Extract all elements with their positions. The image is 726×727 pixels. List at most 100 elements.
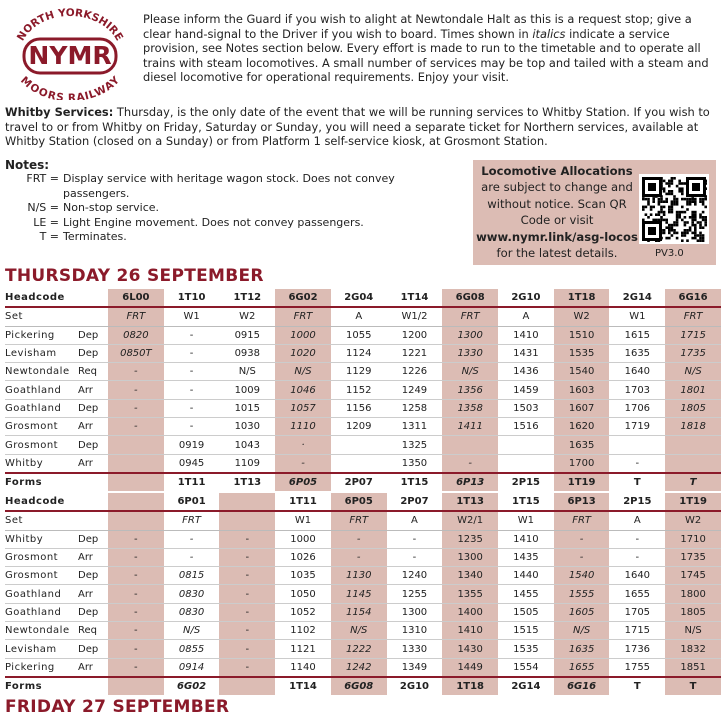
row: Goathland Dep -0830-1052 1154 1300 1400 1505 16… <box>5 603 721 623</box>
time: - <box>219 639 276 659</box>
time: 1745 <box>665 566 721 586</box>
time: 1410 <box>442 621 499 641</box>
time: 0830 <box>163 603 220 623</box>
qr-module <box>694 200 697 203</box>
qr-module <box>675 200 679 203</box>
qr-module <box>683 182 687 185</box>
time: - <box>219 566 276 586</box>
cell: 6G02 <box>275 289 331 308</box>
qr-module <box>699 200 702 203</box>
time: 1607 <box>553 399 610 419</box>
qr-module <box>681 205 684 209</box>
time <box>665 454 721 474</box>
row-type <box>78 289 108 308</box>
loco-body: are subject to change and without notice… <box>481 180 633 228</box>
cell: 2G04 <box>330 289 387 308</box>
note-text: Non-stop service. <box>63 201 160 215</box>
row-label: Forms <box>5 471 78 492</box>
qr-module <box>701 203 705 206</box>
qr-module <box>691 197 694 201</box>
stop-type: Dep <box>78 435 108 455</box>
cell: 1T19 <box>665 493 721 512</box>
time: 1209 <box>330 417 387 437</box>
qr-module <box>694 197 697 201</box>
qr-module <box>704 218 707 222</box>
qr-module <box>681 187 684 190</box>
qr-module <box>699 234 702 237</box>
qr-module <box>691 236 694 240</box>
time: 0855 <box>163 639 220 659</box>
qr-module <box>670 208 674 211</box>
row: Newtondale Req - - N/S N/S 1129 1226 N/S 1436 1540… <box>5 362 721 382</box>
cell: 1T18 <box>442 675 499 696</box>
time <box>498 454 554 474</box>
row: Forms 6G02 1T14 6G08 2G10 1T18 2G14 6G16 T T <box>5 675 721 696</box>
cell: A <box>386 511 443 531</box>
station: Whitby <box>5 454 78 474</box>
time: - <box>108 584 164 604</box>
time: 1140 <box>275 658 331 678</box>
row: Levisham Dep -0855-1121 1222 1330 1430 1535 163… <box>5 639 721 659</box>
cell: 6G02 <box>163 675 220 696</box>
time: 1719 <box>609 417 666 437</box>
time: 1102 <box>275 621 331 641</box>
qr-module <box>683 216 687 219</box>
station: Grosmont <box>5 566 78 586</box>
time: 1340 <box>442 566 499 586</box>
cell <box>108 471 164 492</box>
time: 1455 <box>498 584 554 604</box>
qr-module <box>691 221 694 224</box>
qr-module <box>648 227 656 235</box>
time: 0945 <box>163 454 220 474</box>
qr-module <box>681 210 684 214</box>
qr-module <box>678 187 681 190</box>
qr-module <box>644 213 648 216</box>
time: 1715 <box>609 621 666 641</box>
time: 1715 <box>665 326 721 345</box>
row-type <box>78 471 108 492</box>
stop-type: Req <box>78 362 108 382</box>
row: Set FRT W1 FRT A W2/1 W1 FRT A W2 <box>5 511 721 531</box>
cell: 6G08 <box>442 289 499 308</box>
qr-module <box>699 216 702 219</box>
time: - <box>386 548 443 568</box>
qr-module <box>662 187 666 190</box>
qr-module <box>683 210 687 214</box>
cell: 1T15 <box>498 493 554 512</box>
time <box>665 435 721 455</box>
qr-module <box>665 226 668 229</box>
qr-module <box>642 197 645 201</box>
qr-module <box>665 236 668 240</box>
qr-module <box>701 216 705 219</box>
time: 1030 <box>219 417 276 437</box>
time: - <box>163 399 220 419</box>
note: LE = Light Engine movement. Does not conv… <box>5 216 455 231</box>
cell: 2G14 <box>609 289 666 308</box>
qr-module <box>701 234 705 237</box>
qr-module <box>675 213 679 216</box>
cell: 6G16 <box>553 675 610 696</box>
qr-module <box>675 221 679 224</box>
qr-module <box>668 226 671 229</box>
qr-module <box>668 229 671 232</box>
time: 1052 <box>275 603 331 623</box>
qr-module <box>683 234 687 237</box>
time: 1050 <box>275 584 331 604</box>
stop-type: Dep <box>78 344 108 364</box>
time: 1635 <box>553 435 610 455</box>
qr-module <box>662 190 666 193</box>
cell: 2P15 <box>498 471 554 492</box>
loco-link[interactable]: www.nymr.link/asg-locos <box>476 229 638 244</box>
qr-module <box>670 205 674 209</box>
qr-module <box>670 179 674 183</box>
cell <box>108 511 164 531</box>
station: Goathland <box>5 584 78 604</box>
qr-module <box>688 203 692 206</box>
time: 1449 <box>442 658 499 678</box>
qr-module <box>681 182 684 185</box>
time <box>330 435 387 455</box>
qr-code <box>639 174 709 244</box>
time: 1503 <box>498 399 554 419</box>
station: Pickering <box>5 326 78 345</box>
row-label: Forms <box>5 675 78 696</box>
